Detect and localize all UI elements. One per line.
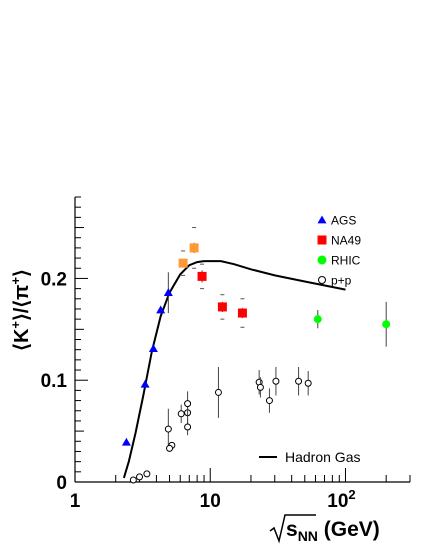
legend-marker-rhic [317,255,327,265]
na49-point [217,302,227,312]
legend-label-ags: AGS [331,214,356,228]
x-tick-label: 10 [200,491,221,512]
hadron-gas-curve [122,260,346,479]
p-p-point [265,397,273,405]
x-axis-label-subscript: NN [298,528,318,544]
p-p-point [136,473,144,481]
y-tick-label: 0.2 [41,269,67,290]
y-axis-label-open: ⟨K [11,328,33,351]
rhic-point [313,315,322,324]
legend-marker-na49 [317,235,327,245]
legend-label-rhic: RHIC [331,254,361,268]
x-axis-label: sNN (GeV) [269,514,380,544]
y-tick-label: 0 [56,473,67,494]
x-tick-exponent: 2 [348,487,355,502]
legend-label-na49: NA49 [331,234,361,248]
unlabeled-point [178,258,188,268]
p-p-point [304,379,312,387]
legend-marker-p-p [318,276,326,284]
unlabeled-point [189,243,199,253]
ags-point [140,379,150,388]
p-p-point [256,383,264,391]
p-p-point [166,444,174,452]
na49-point [197,271,207,281]
ags-point [121,437,131,446]
y-axis-label-open-sup: + [8,321,23,329]
data-points [121,227,391,484]
p-p-point [164,425,172,433]
p-p-point [272,377,280,385]
rhic-point [382,320,391,329]
p-p-point [295,377,303,385]
y-tick-label: 0.1 [41,371,68,392]
hadron-gas-line [122,260,346,479]
y-axis-label-mid: ⟩/⟨π [11,285,33,321]
p-p-point [184,400,192,408]
sqrt-sign [269,514,316,544]
p-p-point [143,470,151,478]
y-axis-label: ⟨K+⟩/⟨π+⟩ [8,269,33,351]
ags-point [163,288,173,297]
legend: AGS NA49 RHIC p+p Hadron Gas [259,214,361,465]
p-p-point [129,476,137,484]
na49-point [237,308,247,318]
svg-text:sNN (GeV): sNN (GeV) [286,518,380,544]
p-p-point [184,423,192,431]
x-tick-label: 1 [70,491,81,512]
ags-point [148,344,158,353]
x-axis-label-unit: (GeV) [318,518,380,541]
p-p-point [214,388,222,396]
legend-label-hadron-gas: Hadron Gas [285,449,360,465]
x-axis-label-base: s [286,518,298,541]
y-axis-label-close: ⟩ [11,269,33,277]
ags-point [156,305,166,314]
p-p-point [177,410,185,418]
legend-marker-ags [317,215,327,224]
y-axis-label-mid-sup: + [8,277,23,285]
legend-label-p-p: p+p [331,274,352,288]
